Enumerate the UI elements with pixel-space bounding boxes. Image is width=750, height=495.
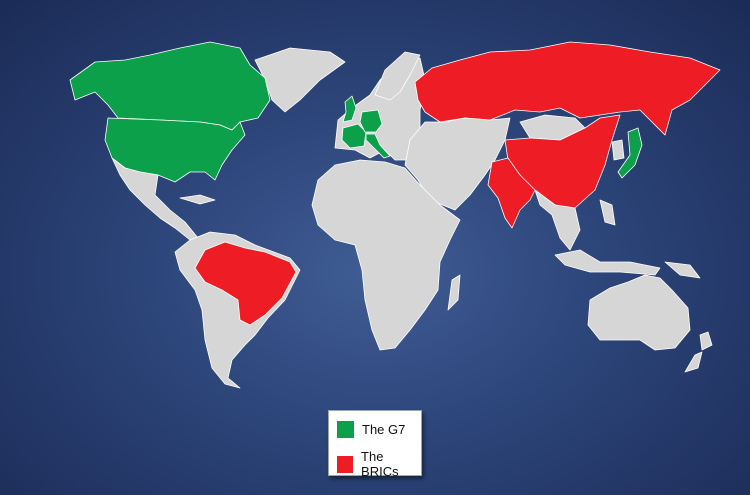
legend-label-brics: The BRICs [361,449,399,479]
legend-item-brics: The BRICs [337,449,421,479]
country-united-kingdom [342,95,357,123]
country-brazil [194,241,297,326]
australia [587,274,691,351]
legend-item-g7: The G7 [337,421,405,438]
country-france [341,123,367,149]
indonesia [554,249,661,276]
country-germany [359,109,383,133]
legend-label-g7: The G7 [362,422,406,437]
africa [311,159,461,351]
country-canada [69,41,271,131]
country-italy [365,133,391,159]
country-japan [617,127,643,179]
papua-new-guinea [664,261,701,279]
southeast-asia [534,189,581,251]
legend-swatch-g7 [337,421,354,438]
korea [611,139,625,161]
legend-swatch-brics [337,455,354,473]
country-india [487,157,536,229]
scandinavia [374,51,421,101]
caribbean [179,194,216,205]
new-zealand [684,331,713,373]
legend: The G7 The BRICs [328,410,422,479]
philippines [599,199,616,226]
madagascar [447,274,461,311]
greenland [254,47,346,113]
